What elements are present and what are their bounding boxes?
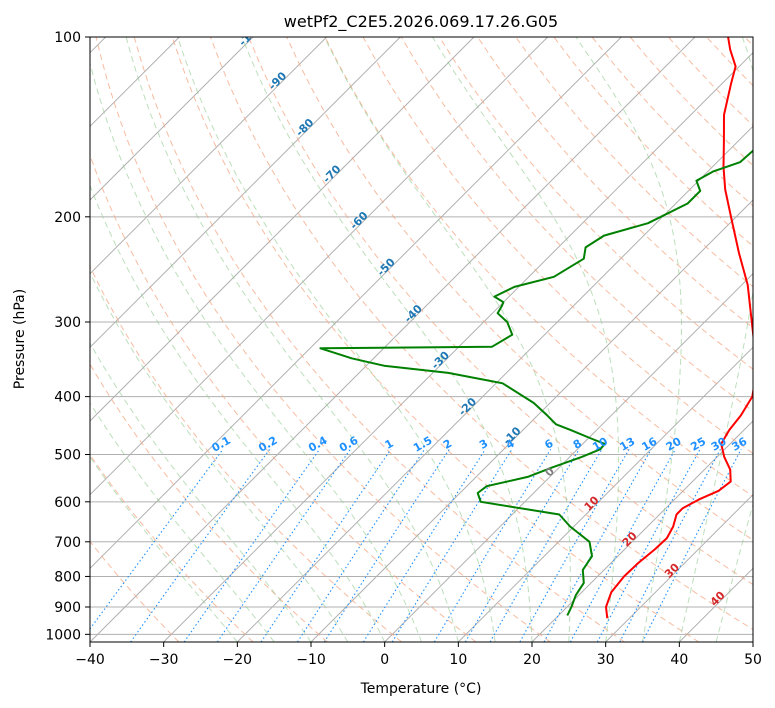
isotherm-line — [90, 37, 622, 570]
mixing-ratio-line — [183, 448, 321, 642]
isotherm-line — [531, 420, 753, 642]
mixing-ratio-line — [323, 448, 450, 642]
moist-adiabat-line — [241, 37, 533, 642]
x-tick-label: −40 — [75, 652, 105, 668]
mixing-ratio-line — [216, 448, 351, 642]
x-tick-label: −10 — [296, 652, 326, 668]
isotherm-line — [90, 37, 696, 642]
skewed-isotherms — [90, 37, 753, 642]
isotherm-line — [90, 37, 475, 422]
x-axis-label: Temperature (°C) — [360, 681, 482, 697]
isotherm-line — [90, 37, 254, 201]
y-tick-label: 200 — [54, 210, 81, 226]
dewpoint-line — [319, 149, 753, 616]
plot-frame — [89, 36, 754, 643]
x-tick-label: 10 — [449, 652, 467, 668]
x-tick-label: 0 — [380, 652, 389, 668]
mixing-ratio-line — [130, 448, 271, 642]
x-tick-label: 30 — [597, 652, 615, 668]
dry-adiabat-line — [90, 153, 477, 642]
isotherm-line — [236, 125, 753, 642]
mixing-ratio-line — [464, 449, 580, 642]
dry-adiabat-line — [438, 37, 753, 370]
y-tick-label: 1000 — [45, 627, 81, 643]
moist-adiabat-line — [90, 402, 275, 642]
y-tick-label: 800 — [54, 569, 81, 585]
x-tick-label: −20 — [223, 652, 253, 668]
y-tick-label: 600 — [54, 495, 81, 511]
y-tick-label: 500 — [54, 448, 81, 464]
isotherm-line — [90, 37, 328, 275]
moist-adiabat-line — [90, 456, 238, 642]
mixing-ratio-line — [90, 448, 224, 630]
moist-adiabats — [90, 37, 753, 642]
isobar-gridlines — [90, 37, 753, 635]
y-tick-label: 700 — [54, 535, 81, 551]
mixing-ratio-line — [619, 449, 721, 642]
plot-area: 0.10.20.40.611.52346810131620253036-100-… — [90, 20, 753, 642]
moist-adiabat-line — [715, 502, 753, 642]
dry-adiabat-line — [133, 37, 625, 642]
moist-adiabat-line — [575, 37, 682, 642]
mixing-ratio-line — [391, 448, 513, 642]
x-axis-ticks: −40 −30 −20 −10 0 10 20 30 40 50 — [75, 642, 762, 668]
mixing-ratio-line — [260, 448, 392, 642]
isotherm-line — [310, 199, 753, 642]
dry-adiabat-line — [477, 37, 753, 329]
dry-adiabat-line — [248, 37, 753, 586]
moist-adiabat-line — [177, 37, 496, 642]
moist-adiabat-line — [323, 37, 571, 642]
x-tick-label: −30 — [149, 652, 179, 668]
isotherm-line — [163, 51, 753, 642]
y-tick-label: 300 — [54, 315, 81, 331]
dry-adiabat-line — [400, 37, 753, 412]
y-tick-label: 900 — [54, 600, 81, 616]
mixing-ratio-line — [569, 449, 676, 642]
sounding-series — [319, 37, 753, 619]
x-tick-label: 20 — [523, 652, 541, 668]
moist-adiabat-line — [90, 184, 386, 642]
isotherm-line — [457, 346, 753, 642]
isotherm-line — [384, 272, 753, 642]
dry-adiabat-line — [90, 453, 254, 642]
moist-adiabat-line — [90, 271, 349, 642]
isotherm-line — [90, 37, 549, 496]
mixing-ratio-line — [297, 448, 426, 642]
dry-adiabat-line — [90, 363, 328, 642]
dry-adiabat-line — [286, 37, 753, 541]
moist-adiabat-line — [125, 37, 459, 642]
mixing-ratio-line — [362, 448, 486, 642]
isotherm-line — [605, 493, 753, 642]
moist-adiabat-line — [432, 37, 620, 642]
y-tick-label: 400 — [54, 390, 81, 406]
y-axis-label: Pressure (hPa) — [12, 289, 28, 389]
moist-adiabat-line — [678, 37, 753, 642]
dry-adiabat-line — [95, 37, 551, 642]
moist-adiabat-line — [90, 342, 312, 642]
x-tick-label: 50 — [744, 652, 762, 668]
dry-adiabat-line — [515, 37, 753, 288]
dry-adiabat-line — [324, 37, 753, 498]
y-tick-label: 100 — [54, 30, 81, 46]
y-axis-ticks: 100 200 300 400 500 600 700 800 900 1000 — [45, 30, 90, 643]
dry-adiabat-line — [210, 37, 753, 631]
mixing-ratio-line — [642, 449, 742, 642]
moist-adiabat-line — [90, 61, 422, 642]
chart-title: wetPf2_C2E5.2026.069.17.26.G05 — [284, 12, 558, 32]
dry-adiabat-line — [90, 265, 403, 642]
x-tick-label: 40 — [670, 652, 688, 668]
dry-adiabat-label: -100 — [236, 20, 265, 49]
isotherm-line — [90, 37, 401, 349]
temperature-line — [605, 37, 753, 619]
